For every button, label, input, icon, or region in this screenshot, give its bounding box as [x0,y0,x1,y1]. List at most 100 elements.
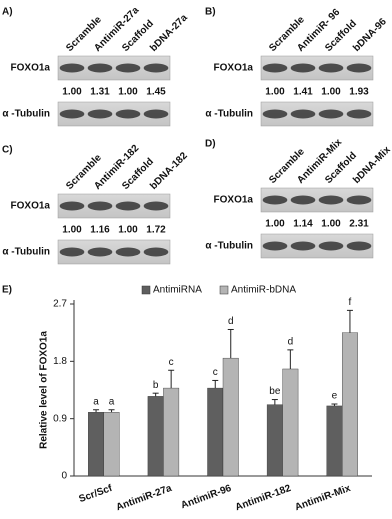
lane-label: bDNA-96 [351,16,389,54]
x-tick-label: Scr/Scf [78,483,115,505]
panel-label: A) [2,7,13,18]
significance-label: f [349,297,352,308]
quantification: 1.31 [90,87,110,98]
bar [163,387,180,477]
y-tick-label: 0 [61,471,67,482]
bar [88,412,105,477]
error-bar [108,409,115,413]
quantification: 1.00 [321,219,341,230]
band [59,247,85,257]
band [143,201,169,211]
quantification: 1.00 [62,87,82,98]
quantification: 1.00 [62,225,82,236]
panel-label: B) [205,7,216,18]
bar [103,412,120,477]
legend-label: AntimiRNA [153,285,202,296]
x-tick-label: AntimiR-96 [180,483,234,512]
significance-label: a [109,396,115,407]
legend-swatch [141,285,151,295]
lane-label: bDNA-182 [148,150,190,192]
band [59,109,85,119]
quantification: 1.00 [118,225,138,236]
quantification: 1.45 [146,87,166,98]
significance-label: d [228,316,234,327]
band [290,63,316,73]
quantification: 1.00 [118,87,138,98]
band [262,241,288,251]
lane-label: bDNA-Mix [351,144,392,186]
band [346,241,372,251]
band [59,201,85,211]
panel-label: D) [205,139,216,150]
quantification: 1.00 [265,87,285,98]
quantification: 1.00 [321,87,341,98]
error-bar [227,328,234,359]
error-bar [331,403,338,406]
protein-label: FOXO1a [11,201,51,212]
legend-label: AntimiR-bDNA [231,285,296,296]
band [290,195,316,205]
error-bar [168,369,175,389]
band [87,247,113,257]
band [346,63,372,73]
quantification: 2.31 [349,219,369,230]
error-bar [287,349,294,369]
band [115,109,141,119]
panel-label: C) [2,145,13,156]
significance-label: e [332,391,338,402]
error-bar [152,392,159,397]
bar [342,332,358,477]
bar [282,368,299,477]
band [346,195,372,205]
panel-label: E) [2,285,12,296]
y-tick-label: 1.8 [53,356,67,367]
band [59,63,85,73]
quantification: 1.00 [265,219,285,230]
error-bar [212,379,219,389]
error-bar [93,409,100,413]
bar [326,405,343,477]
protein-label: FOXO1a [214,195,254,206]
y-tick-label: 0.9 [53,413,67,424]
band [290,241,316,251]
protein-label: α -Tubulin [205,241,253,252]
quantification: 1.16 [90,225,110,236]
band [318,63,344,73]
band [87,109,113,119]
error-bar [346,309,353,333]
significance-label: c [169,357,174,368]
quantification: 1.93 [349,87,369,98]
band [143,247,169,257]
band [143,109,169,119]
band [262,195,288,205]
protein-label: α -Tubulin [205,109,253,120]
significance-label: b [153,380,159,391]
band [87,201,113,211]
error-bar [271,399,278,405]
x-tick-label: AntimiR-27a [115,483,174,513]
band [318,195,344,205]
band [115,63,141,73]
bar [147,396,164,477]
y-tick-label: 2.7 [53,299,67,310]
significance-label: a [93,396,99,407]
protein-label: α -Tubulin [2,109,50,120]
protein-label: FOXO1a [214,63,254,74]
y-axis-label: Relative level of FOXO1a [39,331,50,449]
band [115,247,141,257]
band [87,63,113,73]
band [318,109,344,119]
bar [266,404,283,477]
protein-label: α -Tubulin [2,247,50,258]
band [262,109,288,119]
band [290,109,316,119]
significance-label: c [213,367,218,378]
quantification: 1.14 [293,219,313,230]
bar [207,387,224,477]
quantification: 1.41 [293,87,313,98]
legend-swatch [219,285,229,295]
band [318,241,344,251]
bar [222,357,239,477]
x-tick-label: AntimiR-182 [234,483,293,513]
